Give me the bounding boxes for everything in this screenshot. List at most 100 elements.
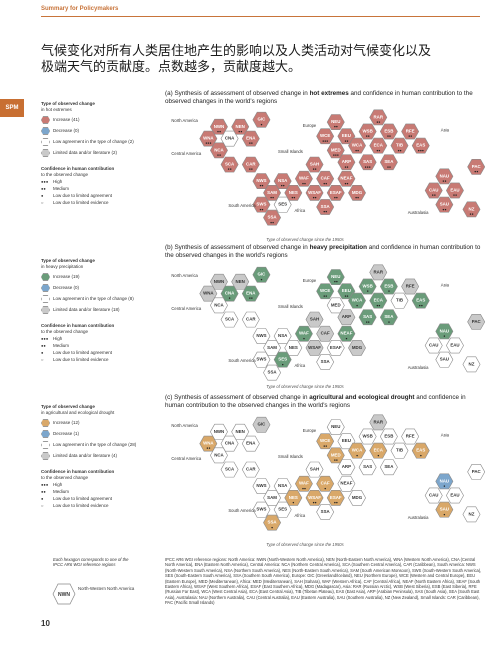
legend-hot-extremes: Type of observed change in hot extremes In… <box>41 101 159 206</box>
region-hexagon: CNA● <box>220 285 239 302</box>
region-code-label: SCA <box>225 467 235 472</box>
region-code-label: SWS <box>256 202 266 207</box>
region-group-label: Australasia <box>408 365 429 370</box>
confidence-dots-icon: ○ <box>41 200 44 205</box>
confidence-dots: ●● <box>302 181 306 185</box>
region-group-label: Central America <box>171 456 201 461</box>
legend-title: Type of observed change <box>41 404 95 409</box>
confidence-item: ●● Medium <box>41 343 159 349</box>
hexagon-note: Each hexagon corresponds to one of the I… <box>53 557 129 568</box>
region-hexagon: TIB●● <box>390 137 409 154</box>
region-code-label: GIC <box>258 117 267 122</box>
region-hexagon: NEN●● <box>231 118 250 135</box>
region-hexagon: SSA●● <box>316 199 335 215</box>
spm-tab[interactable]: SPM <box>0 99 24 117</box>
confidence-dots: ●● <box>334 195 338 199</box>
region-hexagon: SAS <box>358 459 377 476</box>
confidence-dots: ●● <box>344 139 348 143</box>
confidence-dots-icon: ●● <box>41 489 46 494</box>
region-code-label: NEAF <box>340 481 352 486</box>
confidence-dots: ●● <box>366 134 370 138</box>
region-code-label: ESB <box>384 284 393 289</box>
region-group-label: Europe <box>303 278 317 283</box>
region-code-label: MED <box>331 452 341 457</box>
confidence-dots: ●● <box>376 148 380 152</box>
region-code-label: NEN <box>236 124 245 129</box>
region-code-label: ESB <box>384 434 393 439</box>
legend-item-label: Increase (41) <box>53 117 80 122</box>
confidence-item: ●● Medium <box>41 186 159 192</box>
confidence-dots-icon: ○ <box>41 503 44 508</box>
region-code-label: SSA <box>321 509 331 514</box>
confidence-dots: ●● <box>312 500 316 504</box>
region-code-label: ESAF <box>330 345 342 350</box>
region-hexagon: ENA●● <box>241 130 260 147</box>
region-hexagon: ESB <box>379 428 398 445</box>
region-hexagon: EAU●● <box>446 182 464 199</box>
region-code-label: ESB <box>384 129 393 134</box>
confidence-dots: ● <box>388 320 390 324</box>
confidence-dots: ●● <box>334 500 338 504</box>
region-hexagon: SAU●● <box>435 196 454 213</box>
region-code-label: SES <box>278 507 287 512</box>
region-code-label: CNA <box>225 441 235 446</box>
legend-heavy-precipitation: Type of observed change in heavy precipit… <box>41 258 159 363</box>
region-code-label: GIC <box>258 422 267 427</box>
region-code-label: EAS <box>416 143 425 148</box>
region-hexagon: SAH <box>305 461 324 478</box>
region-code-label: WCE <box>320 133 330 138</box>
region-code-label: SAU <box>440 507 449 512</box>
confidence-dots: ●● <box>442 207 446 211</box>
confidence-label: High <box>53 179 63 184</box>
region-hexagon: PAC●● <box>467 159 485 175</box>
region-group-label: North America <box>171 273 198 278</box>
confidence-dots: ● <box>443 484 445 488</box>
confidence-dots: ●● <box>419 303 423 307</box>
legend-swatch-decrease <box>41 284 50 292</box>
panel-b-title: (b) Synthesis of assessment of observed … <box>165 244 481 259</box>
confidence-label: Medium <box>53 343 70 348</box>
region-code-label: ECA <box>374 448 384 453</box>
confidence-dots: ●● <box>323 181 327 185</box>
region-code-label: WAF <box>299 481 309 486</box>
region-group-label: Africa <box>294 363 305 368</box>
region-hexagon: EAU <box>446 487 464 504</box>
region-code-label: CAU <box>429 493 439 498</box>
region-hexagon: NWS●● <box>252 173 271 189</box>
region-code-label: ESAF <box>330 190 342 195</box>
legend-item-label: Low agreement in the type of change (2) <box>53 139 134 144</box>
region-hexagon: ARP <box>337 459 356 476</box>
confidence-dots-icon: ●●● <box>41 336 49 341</box>
region-hexagon: SSA <box>263 364 282 381</box>
confidence-dots: ●● <box>249 167 253 171</box>
confidence-title: Confidence in human contribution <box>41 469 115 474</box>
legend-item-label: Increase (12) <box>53 420 80 425</box>
region-code-label: NWS <box>256 483 266 488</box>
confidence-dots: ●● <box>312 167 316 171</box>
region-hexagon: CAF●● <box>316 170 335 187</box>
section-label: Summary for Policymakers <box>41 6 119 12</box>
region-code-label: SCA <box>225 162 235 167</box>
region-hexagon: SEA● <box>379 309 398 326</box>
region-hexagon: WSB● <box>358 278 377 295</box>
region-code-label: TIB <box>396 143 403 148</box>
confidence-dots: ● <box>443 334 445 338</box>
confidence-item: ●● Medium <box>41 489 159 495</box>
confidence-dots: ●● <box>453 193 457 197</box>
legend-item: Increase (41) <box>41 116 159 124</box>
legend-item-label: Increase (19) <box>53 274 80 279</box>
legend-item-label: Limited data and/or literature (18) <box>53 307 120 312</box>
region-code-label: EAU <box>450 343 459 348</box>
region-code-label: WCA <box>352 298 363 303</box>
confidence-item: ○ Low due to limited evidence <box>41 503 159 509</box>
region-hexagon: WSAF●● <box>305 185 324 201</box>
region-hexagon: SWS <box>252 351 271 368</box>
region-hexagon: WSAF●● <box>305 490 324 506</box>
region-code-label: SES <box>278 357 287 362</box>
region-code-label: SSA <box>268 370 278 375</box>
region-code-label: NWN <box>214 124 225 129</box>
region-code-label: SES <box>278 202 287 207</box>
confidence-dots: ●● <box>387 165 391 169</box>
confidence-dots: ● <box>324 486 326 490</box>
